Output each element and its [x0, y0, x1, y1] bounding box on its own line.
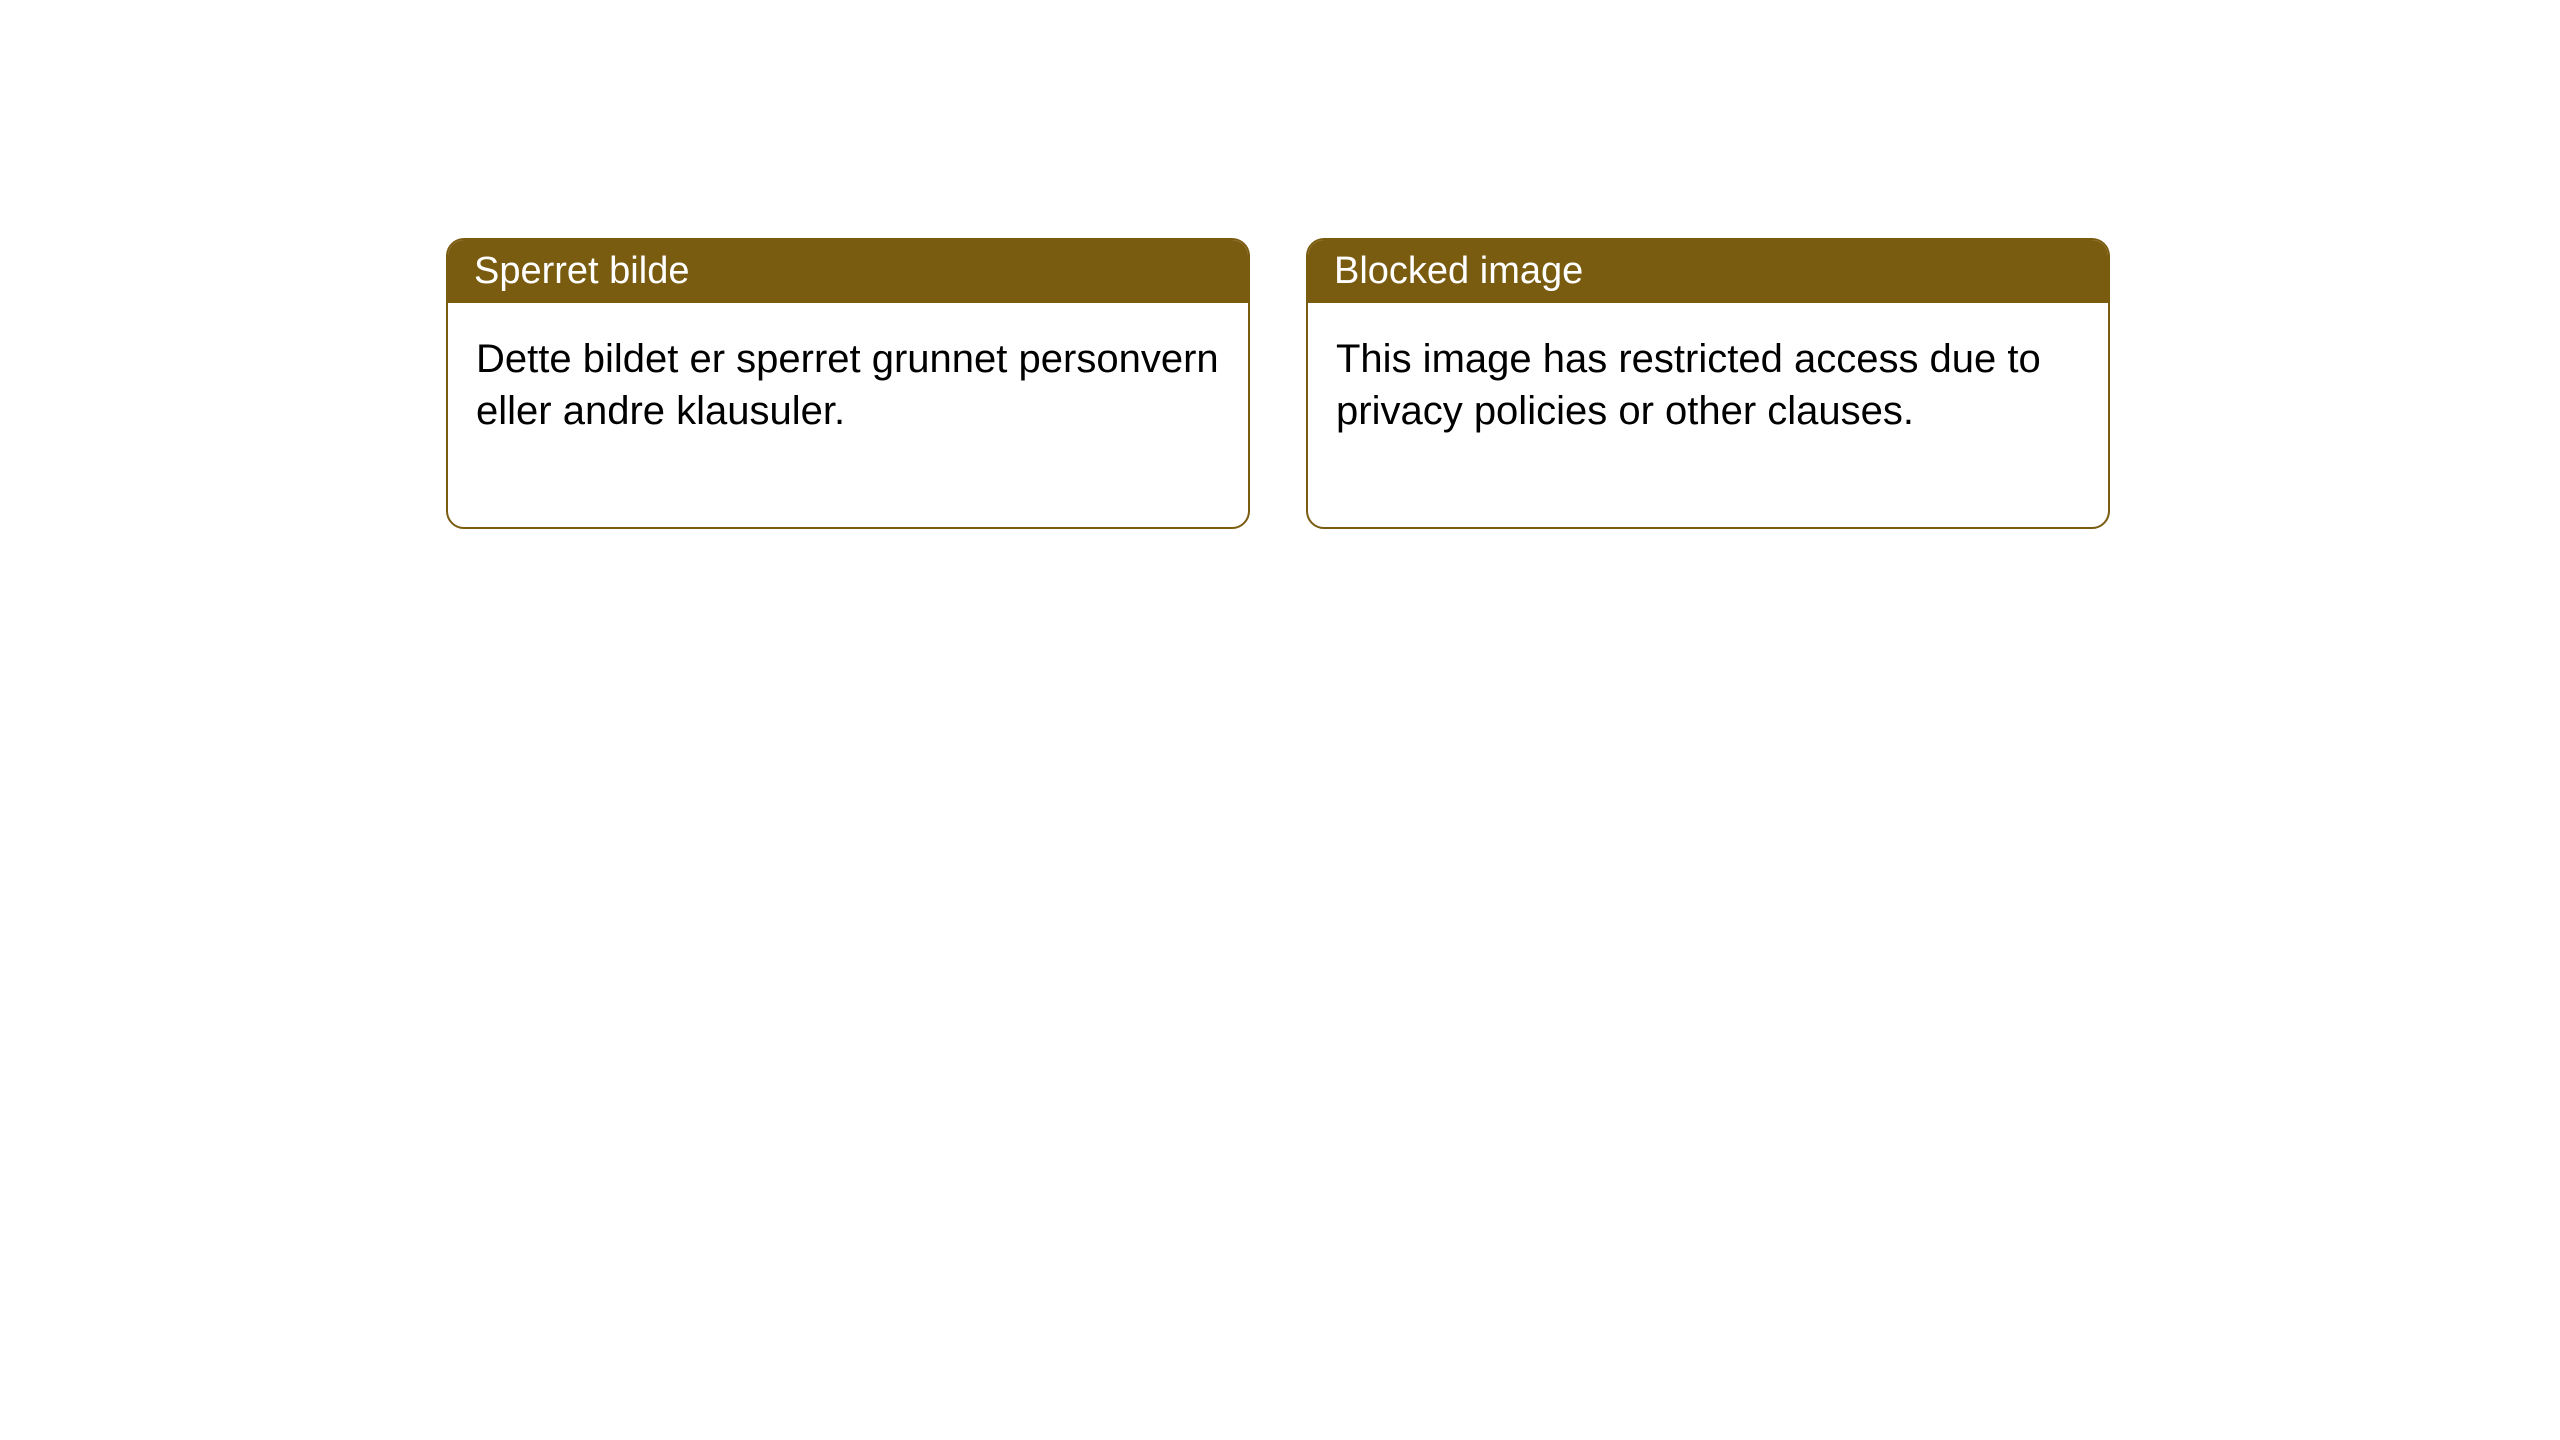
notice-card-norwegian: Sperret bilde Dette bildet er sperret gr…: [446, 238, 1250, 529]
notice-card-english: Blocked image This image has restricted …: [1306, 238, 2110, 529]
notice-cards-row: Sperret bilde Dette bildet er sperret gr…: [0, 0, 2560, 529]
card-title: Blocked image: [1308, 240, 2108, 303]
card-title: Sperret bilde: [448, 240, 1248, 303]
card-body-text: Dette bildet er sperret grunnet personve…: [448, 303, 1248, 527]
card-body-text: This image has restricted access due to …: [1308, 303, 2108, 527]
